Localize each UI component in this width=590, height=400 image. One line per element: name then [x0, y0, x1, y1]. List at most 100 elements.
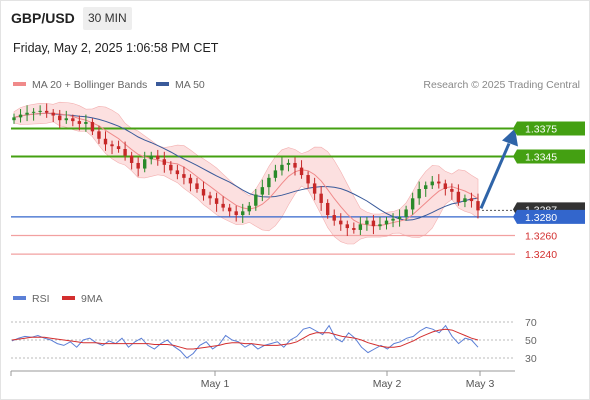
candle-body: [391, 218, 395, 221]
rsi-ma-swatch: [62, 296, 75, 301]
level-tag-text-0: 1.3375: [525, 124, 557, 136]
candle-body: [312, 183, 317, 194]
candle-body: [339, 220, 343, 225]
candle-body: [227, 207, 232, 212]
candle-body: [247, 205, 251, 212]
candle-body: [149, 155, 153, 160]
candle-body: [58, 115, 62, 121]
candle-body: [437, 181, 441, 184]
rsi-tick-label: 30: [525, 353, 537, 365]
rsi-tick-label: 50: [525, 335, 537, 347]
candle-body: [175, 170, 180, 175]
candle-body: [378, 224, 382, 227]
candle-body: [77, 121, 82, 124]
rsi-swatch: [13, 296, 26, 301]
forecast-arrow-shaft: [479, 142, 511, 209]
research-credit: Research © 2025 Trading Central: [423, 79, 580, 91]
rsi-line: [11, 324, 479, 359]
ma50-label: MA 50: [175, 79, 205, 91]
candle-body: [286, 162, 291, 165]
rsi-label: RSI: [32, 293, 50, 305]
candle-body: [410, 198, 415, 210]
candle-body: [476, 201, 480, 211]
interval-selector[interactable]: 30 MIN: [83, 7, 132, 30]
candle-body: [325, 202, 330, 216]
candle-body: [234, 211, 238, 216]
candle-body: [188, 177, 193, 184]
candle-body: [306, 175, 310, 184]
header-bar: GBP/USD 30 MIN: [0, 0, 590, 36]
candle-body: [51, 112, 55, 116]
candle-body: [201, 189, 206, 196]
candle-body: [443, 183, 448, 189]
candle-body: [332, 215, 336, 221]
candle-body: [365, 220, 369, 225]
ma20-label: MA 20 + Bollinger Bands: [32, 79, 148, 91]
ma50-swatch: [156, 82, 169, 87]
candle-body: [103, 138, 108, 145]
legend-ma50: MA 50: [156, 79, 205, 91]
rsi-ma-label: 9MA: [81, 293, 103, 305]
candle-body: [254, 194, 258, 206]
candle-body: [430, 181, 434, 186]
candle-body: [273, 170, 278, 178]
candle-body: [424, 185, 428, 189]
candle-body: [358, 224, 363, 230]
level-tag-text-1: 1.3345: [525, 151, 557, 163]
candle-body: [319, 193, 323, 203]
candle-body: [463, 198, 467, 203]
x-tick-label: May 3: [466, 378, 495, 390]
legend-rsi: RSI: [13, 293, 50, 305]
symbol-title: GBP/USD: [11, 10, 75, 26]
bollinger-band: [13, 101, 479, 245]
candle-body: [90, 122, 95, 132]
candle-body: [116, 146, 121, 150]
candle-body: [280, 164, 284, 171]
candle-body: [25, 112, 29, 115]
candle-body: [299, 167, 304, 176]
candle-body: [97, 131, 101, 139]
candle-body: [38, 110, 42, 112]
candle-body: [293, 162, 297, 168]
x-tick-label: May 1: [201, 378, 230, 390]
candle-body: [110, 144, 114, 147]
x-tick-label: May 2: [373, 378, 402, 390]
candle-body: [182, 174, 186, 178]
candle-body: [195, 183, 199, 189]
candle-body: [214, 198, 219, 204]
level-tag-text-4: 1.3240: [525, 249, 557, 261]
legend-ma20: MA 20 + Bollinger Bands: [13, 79, 147, 91]
candle-body: [169, 164, 173, 171]
candle-body: [267, 177, 271, 188]
level-tag-text-2: 1.3280: [525, 212, 557, 224]
candle-body: [84, 122, 88, 124]
candle-body: [384, 220, 389, 225]
candle-body: [371, 220, 376, 227]
candle-body: [469, 198, 474, 202]
ma50-line: [13, 112, 479, 221]
candle-body: [456, 191, 461, 203]
candle-body: [71, 118, 75, 122]
candle-body: [123, 149, 127, 156]
legend-rsi-ma: 9MA: [62, 293, 103, 305]
rsi-tick-label: 70: [525, 317, 537, 329]
candle-body: [397, 216, 402, 219]
candle-body: [129, 155, 134, 163]
candle-body: [162, 159, 167, 165]
candle-body: [31, 111, 36, 113]
forecast-arrow-head: [502, 128, 518, 147]
candle-body: [345, 224, 349, 229]
level-tag-text-3: 1.3260: [525, 231, 557, 243]
candle-body: [44, 110, 49, 113]
candle-body: [12, 117, 16, 121]
candle-body: [221, 203, 225, 208]
level-tag-1: [513, 149, 585, 164]
rsi-ma-line: [11, 328, 479, 350]
candle-body: [208, 195, 212, 199]
candle-body: [404, 209, 408, 217]
candle-body: [241, 211, 245, 216]
candle-body: [64, 118, 68, 121]
candle-body: [450, 189, 454, 192]
candle-body: [143, 159, 147, 169]
